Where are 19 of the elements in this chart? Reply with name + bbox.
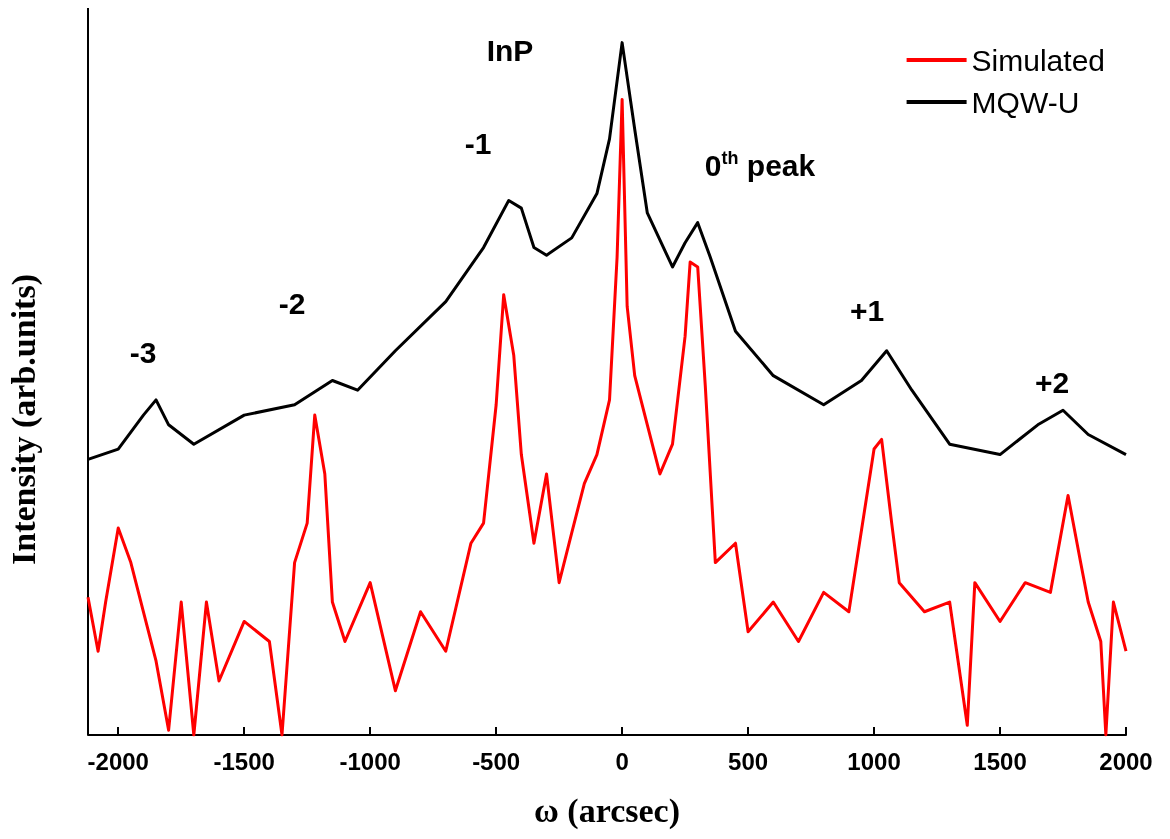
- x-tick-label: 500: [728, 747, 769, 775]
- x-tick-label: -1500: [213, 747, 275, 775]
- y-axis-title: Intensity (arb.units): [4, 274, 43, 565]
- annotation: -3: [129, 335, 157, 369]
- annotation: +1: [849, 293, 885, 327]
- x-tick-label: 0: [615, 747, 629, 775]
- x-tick-label: 1000: [847, 747, 901, 775]
- x-tick-label: -500: [472, 747, 521, 775]
- legend-label: MQW-U: [971, 85, 1080, 119]
- x-tick-label: 2000: [1099, 747, 1153, 775]
- annotation: InP: [486, 33, 534, 67]
- annotation: +2: [1034, 365, 1070, 399]
- x-tick-label: 1500: [973, 747, 1027, 775]
- annotation: -1: [464, 126, 492, 160]
- x-tick-label: -2000: [87, 747, 149, 775]
- annotation: -2: [278, 286, 306, 320]
- legend-label: Simulated: [971, 43, 1105, 77]
- x-axis-title: ω (arcsec): [534, 791, 680, 830]
- x-tick-label: -1000: [339, 747, 401, 775]
